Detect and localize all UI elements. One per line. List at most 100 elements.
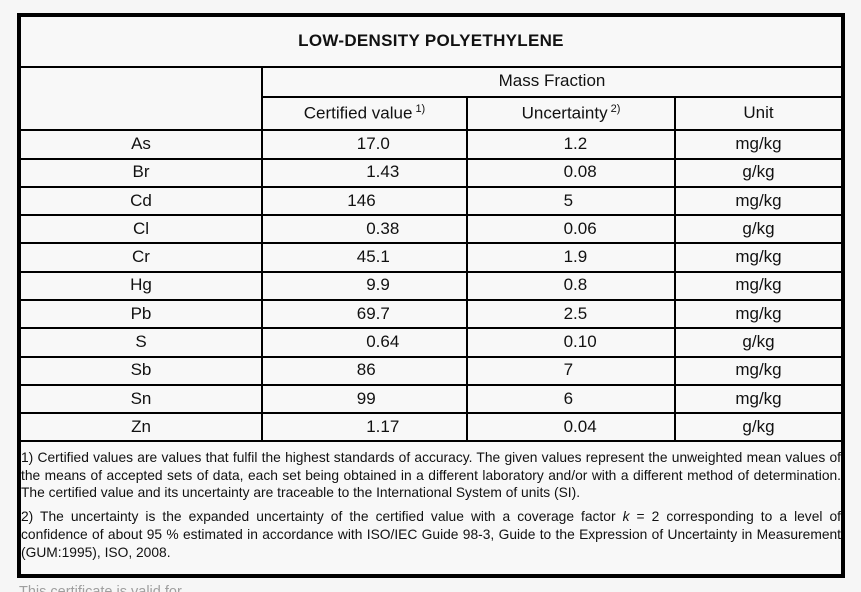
- certified-value: 45.1: [356, 247, 390, 267]
- certified-value-cell: 0.64: [261, 327, 468, 358]
- certified-value-cell: 0.38: [261, 214, 468, 245]
- footnote-2-text-pre: 2) The uncertainty is the expanded uncer…: [21, 509, 623, 525]
- certified-value: 1.43: [366, 162, 400, 182]
- empty-corner-cell: [18, 65, 263, 132]
- table-row: S 0.64 0.10 g/kg: [18, 327, 844, 358]
- table-row: Pb 69.7 2.5 mg/kg: [18, 298, 844, 330]
- uncertainty-cell: 5: [466, 185, 676, 217]
- certified-value-label: Certified value: [303, 104, 413, 124]
- certified-value: 1.17: [366, 416, 400, 436]
- uncertainty-value: 5: [563, 190, 574, 210]
- uncertainty-value: 0.04: [563, 416, 597, 436]
- table-row: Sb 86 7 mg/kg: [18, 355, 844, 386]
- element-symbol: S: [18, 327, 263, 358]
- unit-value: g/kg: [674, 412, 844, 443]
- uncertainty-label: Uncertainty: [521, 104, 608, 124]
- element-symbol: Zn: [18, 412, 263, 443]
- uncertainty-header: Uncertainty 2): [466, 95, 676, 132]
- table-row: Zn 1.17 0.04 g/kg: [18, 412, 844, 443]
- footnote-1: 1) Certified values are values that fulf…: [21, 449, 841, 501]
- uncertainty-value: 6: [563, 388, 574, 408]
- unit-value: mg/kg: [674, 242, 844, 273]
- certified-value-cell: 1.17: [261, 412, 468, 443]
- unit-value: mg/kg: [674, 383, 844, 415]
- unit-value: mg/kg: [674, 270, 844, 301]
- certified-value-cell: 1.43: [261, 157, 468, 188]
- element-symbol: Br: [18, 157, 263, 188]
- coverage-factor-k: k: [622, 509, 630, 525]
- certified-value: 17.0: [356, 134, 390, 153]
- uncertainty-cell: 6: [466, 383, 676, 415]
- element-symbol: Pb: [18, 298, 263, 330]
- table-row: Cd 146 5 mg/kg: [18, 185, 844, 217]
- uncertainty-cell: 0.10: [466, 327, 676, 358]
- uncertainty-value: 0.06: [563, 218, 597, 238]
- certified-value: 146: [347, 190, 376, 210]
- unit-value: mg/kg: [674, 298, 844, 330]
- unit-value: g/kg: [674, 157, 844, 188]
- uncertainty-cell: 7: [466, 355, 676, 386]
- uncertainty-cell: 2.5: [466, 298, 676, 330]
- bottom-partial-text: This certificate is valid for: [19, 584, 182, 592]
- table-row: Sn 99 6 mg/kg: [18, 383, 844, 415]
- uncertainty-value: 7: [563, 360, 574, 380]
- column-header-row: Certified value 1) Uncertainty 2) Unit: [19, 95, 844, 132]
- table-row: As 17.0 1.2 mg/kg: [18, 129, 844, 160]
- unit-value: mg/kg: [674, 129, 844, 160]
- certificate-table: LOW-DENSITY POLYETHYLENE Mass Fraction C…: [17, 13, 845, 578]
- table-row: Hg 9.9 0.8 mg/kg: [18, 270, 844, 301]
- footnote1-reference: 1): [415, 103, 426, 116]
- uncertainty-value: 0.08: [563, 162, 597, 182]
- certified-value-cell: 69.7: [261, 298, 468, 330]
- uncertainty-value: 0.10: [563, 332, 597, 352]
- certified-value-cell: 17.0: [261, 129, 468, 160]
- certified-value: 99: [356, 388, 376, 408]
- element-symbol: Sb: [18, 355, 263, 386]
- certified-value: 86: [356, 360, 376, 380]
- footnote-2: 2) The uncertainty is the expanded uncer…: [21, 508, 841, 561]
- table-row: Cl 0.38 0.06 g/kg: [18, 214, 844, 245]
- group-header-row: Mass Fraction: [18, 65, 844, 132]
- unit-value: mg/kg: [674, 355, 844, 386]
- uncertainty-cell: 0.8: [466, 270, 676, 301]
- element-symbol: As: [18, 129, 263, 160]
- unit-value: mg/kg: [674, 185, 844, 217]
- uncertainty-cell: 0.06: [466, 214, 676, 245]
- certified-value-cell: 99: [261, 383, 468, 415]
- footnote-2-text-post: = 2 corresponding to a level of confiden…: [21, 509, 841, 560]
- mass-fraction-header: Mass Fraction: [261, 65, 844, 98]
- uncertainty-cell: 0.08: [466, 157, 676, 188]
- uncertainty-cell: 1.9: [466, 242, 676, 273]
- uncertainty-cell: 1.2: [466, 129, 676, 160]
- footnotes-section: 1) Certified values are values that fulf…: [18, 440, 844, 577]
- unit-value: g/kg: [674, 327, 844, 358]
- element-symbol: Sn: [18, 383, 263, 415]
- uncertainty-value: 1.2: [563, 134, 588, 153]
- certified-value-cell: 9.9: [261, 270, 468, 301]
- unit-value: g/kg: [674, 214, 844, 245]
- element-symbol: Cr: [18, 242, 263, 273]
- unit-header: Unit: [674, 95, 844, 132]
- table-row: Br 1.43 0.08 g/kg: [18, 157, 844, 188]
- certified-value: 0.38: [366, 218, 400, 238]
- certified-value: 0.64: [366, 332, 400, 352]
- certified-value-cell: 45.1: [261, 242, 468, 273]
- page-title: LOW-DENSITY POLYETHYLENE: [18, 14, 844, 68]
- element-symbol: Hg: [18, 270, 263, 301]
- table-row: Cr 45.1 1.9 mg/kg: [18, 242, 844, 273]
- certified-value: 9.9: [366, 275, 390, 295]
- uncertainty-value: 0.8: [563, 275, 588, 295]
- footnotes-row: 1) Certified values are values that fulf…: [18, 440, 844, 577]
- certified-value-cell: 146: [261, 185, 468, 217]
- uncertainty-cell: 0.04: [466, 412, 676, 443]
- uncertainty-value: 2.5: [563, 303, 588, 323]
- certified-value-header: Certified value 1): [261, 95, 468, 132]
- element-symbol: Cd: [18, 185, 263, 217]
- element-symbol: Cl: [18, 214, 263, 245]
- footnote2-reference: 2): [610, 103, 621, 116]
- uncertainty-value: 1.9: [563, 247, 588, 267]
- title-row: LOW-DENSITY POLYETHYLENE: [18, 14, 844, 68]
- certified-value-cell: 86: [261, 355, 468, 386]
- certified-value: 69.7: [356, 303, 390, 323]
